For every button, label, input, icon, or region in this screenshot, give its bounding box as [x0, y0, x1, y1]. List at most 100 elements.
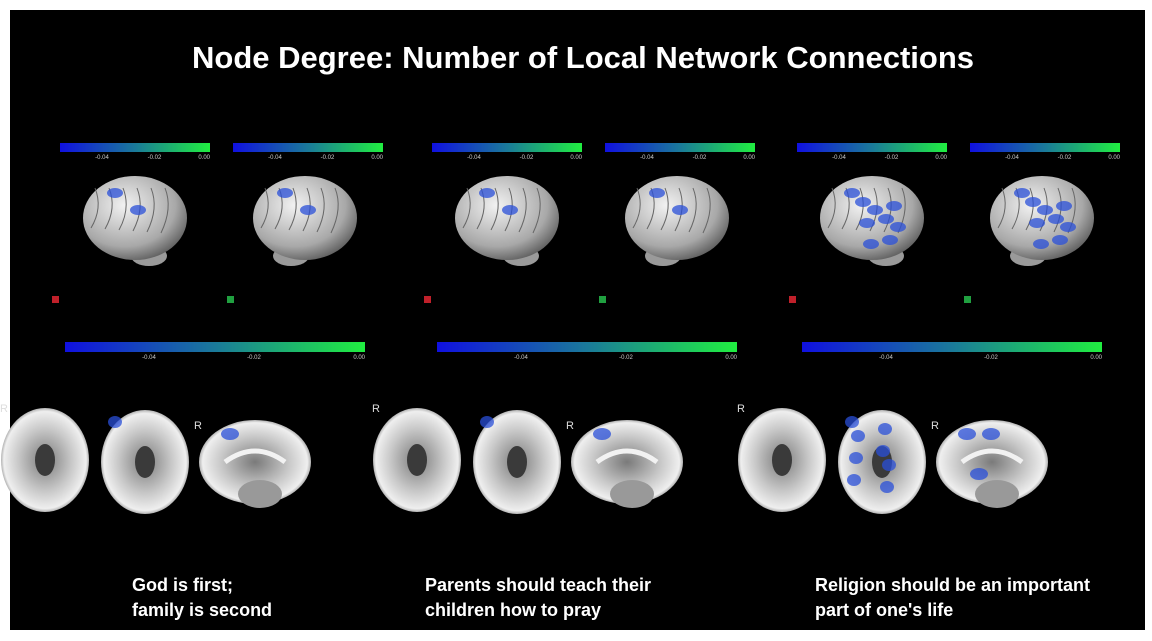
- activation-blob: [882, 235, 898, 245]
- colorbar-tick-label: -0.02: [885, 155, 899, 161]
- colorbar-tick-label: 0.00: [570, 155, 582, 161]
- activation-blob: [1025, 197, 1041, 207]
- colorbar-tick-label: -0.02: [321, 155, 335, 161]
- brain-lateral: [253, 176, 357, 260]
- activation-blob: [878, 214, 894, 224]
- caption: Parents should teach their: [425, 575, 651, 595]
- orientation-cube: [599, 296, 606, 303]
- colorbar: [65, 342, 365, 352]
- activation-blob: [844, 188, 860, 198]
- activation-blob: [1056, 201, 1072, 211]
- colorbar: [432, 143, 582, 152]
- activation-blob: [649, 188, 665, 198]
- activation-blob: [277, 188, 293, 198]
- orientation-cube: [424, 296, 431, 303]
- activation-blob: [867, 205, 883, 215]
- colorbar: [797, 143, 947, 152]
- caption: God is first;: [132, 575, 233, 595]
- activation-blob: [221, 428, 239, 440]
- caption: children how to pray: [425, 600, 601, 620]
- activation-blob: [1048, 214, 1064, 224]
- activation-blob: [880, 481, 894, 493]
- activation-blob: [886, 201, 902, 211]
- activation-blob: [982, 428, 1000, 440]
- colorbar: [437, 342, 737, 352]
- colorbar-tick-label: 0.00: [1108, 155, 1120, 161]
- orientation-cube: [52, 296, 59, 303]
- colorbar-tick-label: 0.00: [371, 155, 383, 161]
- colorbar-tick-label: 0.00: [1090, 355, 1102, 361]
- slide-canvas: Node Degree: Number of Local Network Con…: [0, 0, 1152, 641]
- page: Node Degree: Number of Local Network Con…: [0, 0, 1152, 641]
- colorbar-tick-label: -0.04: [879, 355, 893, 361]
- activation-blob: [970, 468, 988, 480]
- colorbar: [233, 143, 383, 152]
- activation-blob: [1060, 222, 1076, 232]
- orientation-label: R: [0, 403, 8, 415]
- colorbar-tick-label: -0.04: [832, 155, 846, 161]
- colorbar-tick-label: -0.02: [984, 355, 998, 361]
- ventricle: [507, 446, 527, 478]
- ventricle: [407, 444, 427, 476]
- slide: [10, 10, 1145, 630]
- activation-blob: [882, 459, 896, 471]
- activation-blob: [851, 430, 865, 442]
- colorbar-tick-label: -0.02: [693, 155, 707, 161]
- activation-blob: [593, 428, 611, 440]
- colorbar-tick-label: 0.00: [935, 155, 947, 161]
- brain-lateral: [625, 176, 729, 260]
- colorbar-tick-label: -0.02: [247, 355, 261, 361]
- colorbar-tick-label: -0.04: [268, 155, 282, 161]
- caption: part of one's life: [815, 600, 953, 620]
- activation-blob: [672, 205, 688, 215]
- colorbar: [60, 143, 210, 152]
- orientation-label: R: [372, 403, 380, 415]
- orientation-label: R: [931, 420, 939, 432]
- colorbar-tick-label: -0.04: [640, 155, 654, 161]
- activation-blob: [480, 416, 494, 428]
- activation-blob: [300, 205, 316, 215]
- orientation-label: R: [194, 420, 202, 432]
- activation-blob: [958, 428, 976, 440]
- slide-title: Node Degree: Number of Local Network Con…: [192, 40, 974, 75]
- cerebellum: [238, 480, 282, 508]
- activation-blob: [863, 239, 879, 249]
- activation-blob: [130, 205, 146, 215]
- orientation-cube: [227, 296, 234, 303]
- colorbar-tick-label: -0.04: [1005, 155, 1019, 161]
- activation-blob: [859, 218, 875, 228]
- cerebellum: [975, 480, 1019, 508]
- activation-blob: [855, 197, 871, 207]
- colorbar-tick-label: 0.00: [725, 355, 737, 361]
- caption: Religion should be an important: [815, 575, 1090, 595]
- ventricle: [772, 444, 792, 476]
- colorbar-tick-label: -0.02: [148, 155, 162, 161]
- colorbar-tick-label: -0.02: [520, 155, 534, 161]
- colorbar-tick-label: 0.00: [743, 155, 755, 161]
- colorbar-tick-label: -0.04: [142, 355, 156, 361]
- activation-blob: [1033, 239, 1049, 249]
- colorbar-tick-label: -0.04: [514, 355, 528, 361]
- ventricle: [35, 444, 55, 476]
- cerebellum: [610, 480, 654, 508]
- ventricle: [135, 446, 155, 478]
- colorbar-tick-label: -0.02: [1058, 155, 1072, 161]
- caption: family is second: [132, 600, 272, 620]
- colorbar-tick-label: -0.02: [619, 355, 633, 361]
- orientation-label: R: [737, 403, 745, 415]
- activation-blob: [1052, 235, 1068, 245]
- colorbar: [970, 143, 1120, 152]
- orientation-cube: [964, 296, 971, 303]
- activation-blob: [878, 423, 892, 435]
- colorbar-tick-label: 0.00: [198, 155, 210, 161]
- activation-blob: [1037, 205, 1053, 215]
- activation-blob: [1014, 188, 1030, 198]
- colorbar-tick-label: -0.04: [95, 155, 109, 161]
- activation-blob: [847, 474, 861, 486]
- colorbar-tick-label: -0.04: [467, 155, 481, 161]
- colorbar: [605, 143, 755, 152]
- orientation-label: R: [566, 420, 574, 432]
- brain-lateral: [455, 176, 559, 260]
- activation-blob: [479, 188, 495, 198]
- activation-blob: [1029, 218, 1045, 228]
